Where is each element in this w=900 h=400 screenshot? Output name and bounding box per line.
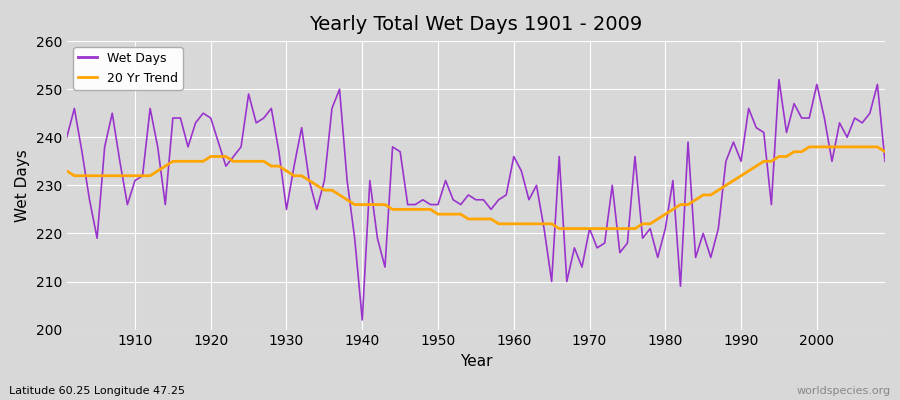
Text: worldspecies.org: worldspecies.org [796,386,891,396]
Text: Latitude 60.25 Longitude 47.25: Latitude 60.25 Longitude 47.25 [9,386,185,396]
Y-axis label: Wet Days: Wet Days [15,149,30,222]
Legend: Wet Days, 20 Yr Trend: Wet Days, 20 Yr Trend [73,47,183,90]
X-axis label: Year: Year [460,354,492,369]
Title: Yearly Total Wet Days 1901 - 2009: Yearly Total Wet Days 1901 - 2009 [310,15,643,34]
